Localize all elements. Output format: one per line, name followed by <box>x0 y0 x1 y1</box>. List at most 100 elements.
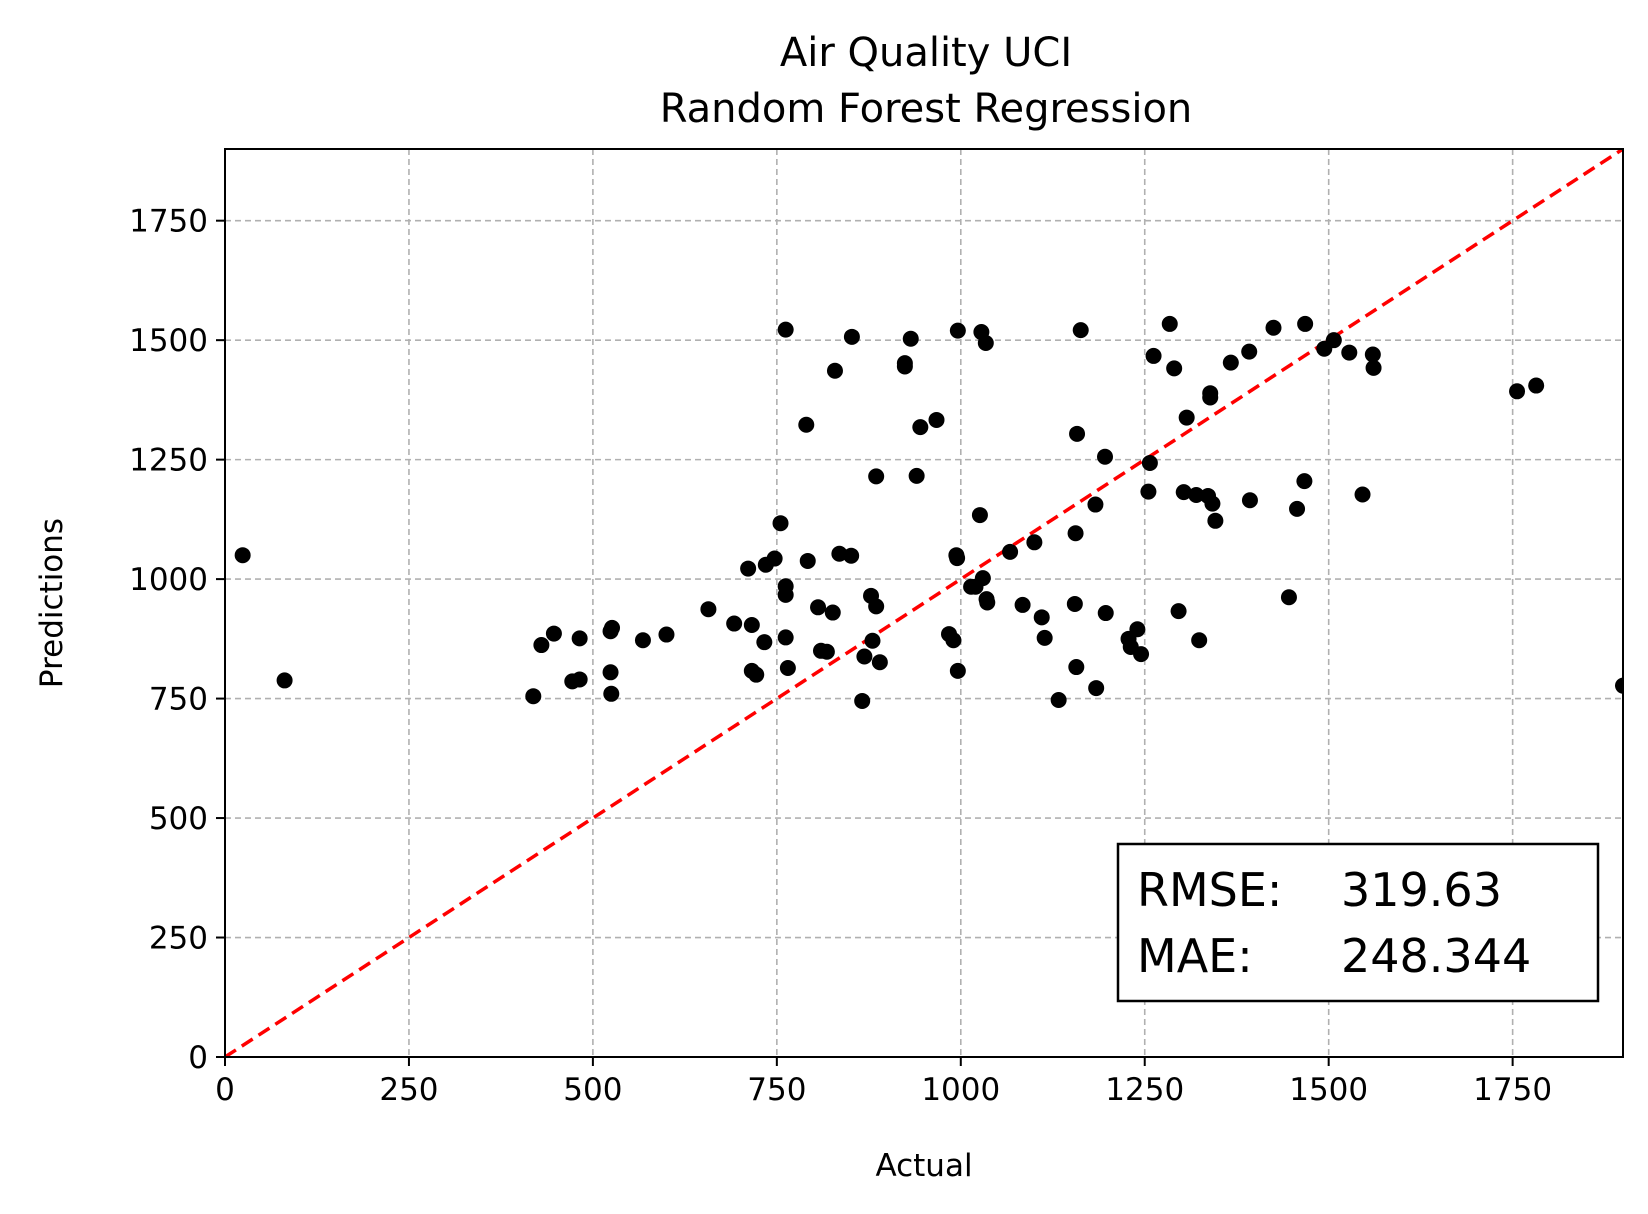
x-tick-label-5: 1250 <box>1105 1072 1184 1108</box>
data-point-72 <box>1066 595 1083 612</box>
gridlines <box>225 149 1623 1057</box>
data-point-31 <box>810 599 827 616</box>
y-tick-label-4: 1000 <box>129 562 208 598</box>
x-tick-label-6: 1500 <box>1289 1072 1368 1108</box>
x-axis-ticks: 0 250 500 750 1000 1250 1500 1750 <box>215 1057 1552 1108</box>
data-point-86 <box>1141 454 1158 471</box>
data-point-28 <box>779 659 796 676</box>
rmse-label: RMSE: <box>1137 863 1282 917</box>
data-point-97 <box>1202 389 1219 406</box>
y-tick-label-5: 1250 <box>129 443 208 479</box>
data-point-60 <box>971 507 988 524</box>
data-point-14 <box>700 601 717 618</box>
y-tick-label-6: 1500 <box>129 323 208 359</box>
data-point-110 <box>1341 344 1358 361</box>
data-point-73 <box>1067 525 1084 542</box>
data-point-55 <box>949 550 966 567</box>
data-point-9 <box>604 619 621 636</box>
data-point-67 <box>1014 596 1031 613</box>
data-point-57 <box>949 662 966 679</box>
x-tick-label-1: 250 <box>379 1072 438 1108</box>
data-point-27 <box>777 321 794 338</box>
data-point-106 <box>1296 473 1313 490</box>
data-point-71 <box>1050 692 1067 709</box>
data-point-53 <box>945 632 962 649</box>
data-point-48 <box>902 330 919 347</box>
data-point-88 <box>1161 315 1178 332</box>
data-point-80 <box>1097 605 1114 622</box>
data-point-66 <box>1002 543 1019 560</box>
data-point-42 <box>864 632 881 649</box>
data-point-105 <box>1289 500 1306 517</box>
data-point-68 <box>1026 534 1043 551</box>
data-point-115 <box>1528 377 1545 394</box>
data-point-89 <box>1166 360 1183 377</box>
data-point-11 <box>603 685 620 702</box>
data-point-40 <box>856 648 873 665</box>
data-point-37 <box>843 547 860 564</box>
x-tick-label-2: 500 <box>563 1072 622 1108</box>
data-point-91 <box>1175 484 1192 501</box>
rmse-value: 319.63 <box>1341 863 1502 917</box>
data-point-74 <box>1068 659 1085 676</box>
data-point-76 <box>1072 322 1089 339</box>
data-point-70 <box>1036 629 1053 646</box>
x-tick-label-7: 1750 <box>1473 1072 1552 1108</box>
data-point-10 <box>602 664 619 681</box>
data-point-111 <box>1354 486 1371 503</box>
data-point-50 <box>912 419 929 436</box>
y-tick-label-3: 750 <box>149 682 208 718</box>
data-point-79 <box>1097 448 1114 465</box>
data-point-112 <box>1364 346 1381 363</box>
data-point-17 <box>743 616 760 633</box>
chart-title: Air Quality UCI <box>780 30 1072 76</box>
data-point-102 <box>1241 492 1258 509</box>
data-point-39 <box>854 692 871 709</box>
data-point-99 <box>1207 512 1224 529</box>
data-point-1 <box>276 672 293 689</box>
data-point-94 <box>1191 632 1208 649</box>
data-point-107 <box>1297 315 1314 332</box>
data-point-45 <box>871 654 888 671</box>
data-point-4 <box>545 625 562 642</box>
data-point-34 <box>824 604 841 621</box>
x-tick-label-3: 750 <box>747 1072 806 1108</box>
data-point-63 <box>977 335 994 352</box>
data-point-49 <box>908 467 925 484</box>
scatter-points <box>234 315 1623 709</box>
data-point-101 <box>1241 343 1258 360</box>
y-axis-label: Predictions <box>34 518 70 688</box>
data-point-6 <box>571 671 588 688</box>
data-point-92 <box>1178 409 1195 426</box>
data-point-43 <box>868 598 885 615</box>
y-tick-label-7: 1750 <box>129 204 208 240</box>
data-point-30 <box>799 552 816 569</box>
data-point-0 <box>234 547 251 564</box>
x-tick-label-0: 0 <box>215 1072 235 1108</box>
data-point-109 <box>1325 332 1342 349</box>
data-point-25 <box>777 586 794 603</box>
data-point-36 <box>831 545 848 562</box>
data-point-84 <box>1133 646 1150 663</box>
x-tick-label-4: 1000 <box>921 1072 1000 1108</box>
data-point-93 <box>1188 486 1205 503</box>
data-point-33 <box>818 643 835 660</box>
data-point-104 <box>1280 589 1297 606</box>
mae-value: 248.344 <box>1341 929 1531 983</box>
data-point-56 <box>949 322 966 339</box>
data-point-44 <box>868 468 885 485</box>
x-axis-label: Actual <box>875 1148 972 1184</box>
data-point-65 <box>979 594 996 611</box>
data-point-15 <box>726 615 743 632</box>
data-point-2 <box>525 688 542 705</box>
data-point-62 <box>974 570 991 587</box>
metrics-box-frame <box>1116 842 1600 1003</box>
data-point-85 <box>1140 483 1157 500</box>
data-point-22 <box>766 550 783 567</box>
data-point-98 <box>1204 495 1221 512</box>
data-point-75 <box>1069 425 1086 442</box>
data-point-23 <box>772 515 789 532</box>
y-tick-label-0: 0 <box>188 1040 208 1076</box>
data-point-114 <box>1509 383 1526 400</box>
data-point-7 <box>571 630 588 647</box>
